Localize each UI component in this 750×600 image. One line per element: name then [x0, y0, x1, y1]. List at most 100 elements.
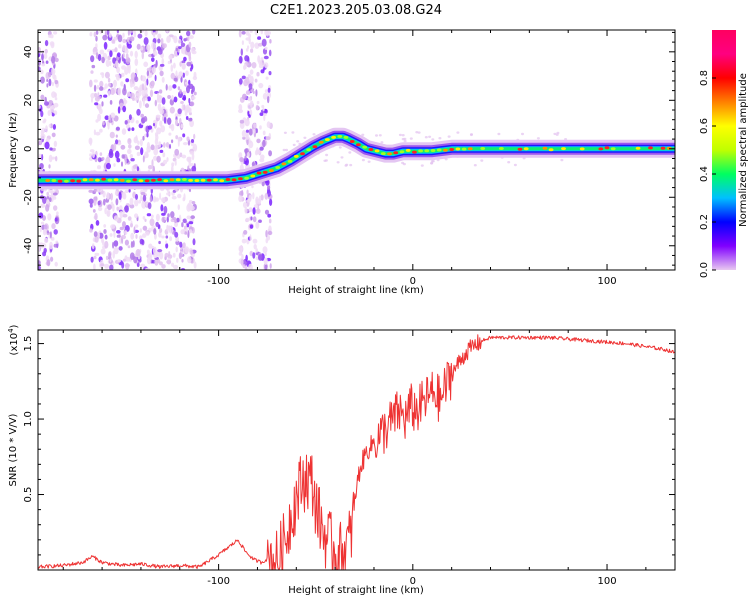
noise-speckle	[151, 57, 155, 62]
noise-speckle	[248, 128, 253, 136]
noise-speckle	[123, 98, 126, 103]
noise-speckle	[291, 131, 295, 134]
noise-speckle	[424, 136, 428, 139]
noise-speckle	[106, 211, 110, 217]
noise-speckle	[177, 74, 182, 79]
noise-speckle	[125, 78, 130, 83]
noise-speckle	[122, 87, 127, 96]
noise-speckle	[268, 49, 272, 57]
noise-speckle	[155, 213, 160, 222]
noise-speckle	[338, 146, 342, 149]
noise-speckle	[40, 221, 45, 225]
noise-speckle	[39, 139, 42, 146]
noise-speckle	[38, 265, 42, 270]
noise-speckle	[167, 117, 172, 125]
ridge-peak	[262, 170, 268, 174]
noise-speckle	[94, 236, 99, 243]
spectrogram-x-tick-label: 0	[410, 276, 416, 287]
noise-speckle	[110, 87, 115, 95]
noise-speckle	[250, 216, 253, 221]
ridge-peak	[325, 138, 330, 142]
figure-title: C2E1.2023.205.03.08.G24	[270, 3, 442, 18]
noise-speckle	[282, 148, 286, 152]
spectrogram-y-tick-label: 0	[23, 146, 34, 152]
noise-speckle	[45, 204, 50, 212]
noise-speckle	[128, 188, 131, 193]
noise-speckle	[564, 138, 568, 141]
noise-speckle	[177, 204, 180, 211]
noise-speckle	[177, 193, 182, 199]
noise-speckle	[50, 191, 53, 195]
noise-speckle	[122, 213, 128, 218]
noise-speckle	[116, 30, 119, 34]
noise-speckle	[90, 256, 94, 263]
ridge-peak	[256, 171, 262, 175]
noise-speckle	[256, 100, 260, 105]
noise-speckle	[152, 30, 156, 33]
noise-speckle	[189, 107, 192, 114]
ridge-peak	[188, 178, 194, 182]
noise-speckle	[89, 153, 93, 157]
noise-speckle	[141, 75, 146, 82]
ridge-peak	[561, 147, 566, 151]
ridge-peak	[306, 148, 312, 152]
noise-speckle	[247, 97, 252, 102]
noise-speckle	[159, 120, 163, 127]
noise-speckle	[169, 144, 171, 149]
noise-speckle	[165, 240, 168, 244]
noise-speckle	[94, 92, 98, 98]
noise-speckle	[161, 197, 166, 203]
noise-speckle	[89, 32, 93, 37]
noise-speckle	[367, 160, 371, 163]
ridge-peak	[132, 178, 138, 182]
noise-speckle	[166, 192, 171, 196]
noise-speckle	[173, 35, 178, 44]
noise-speckle	[262, 107, 265, 112]
noise-speckle	[142, 194, 147, 202]
noise-speckle	[136, 151, 141, 157]
noise-speckle	[106, 30, 110, 36]
noise-speckle	[109, 100, 113, 105]
noise-speckle	[398, 133, 402, 137]
ridge-peak	[387, 152, 392, 156]
ridge-peak	[443, 148, 448, 152]
ridge-peak	[269, 169, 274, 173]
noise-speckle	[447, 135, 451, 138]
noise-speckle	[171, 262, 175, 267]
noise-speckle	[121, 45, 127, 52]
noise-speckle	[121, 261, 125, 269]
noise-speckle	[93, 79, 98, 83]
noise-speckle	[158, 240, 161, 245]
ridge-peak	[393, 151, 399, 155]
noise-speckle	[249, 234, 252, 242]
spectrogram-x-tick-label: 100	[597, 276, 616, 287]
ridge-peak	[200, 178, 206, 182]
noise-speckle	[145, 231, 150, 236]
noise-speckle	[259, 146, 264, 151]
noise-speckle	[134, 213, 139, 219]
noise-speckle	[125, 53, 129, 60]
noise-speckle	[108, 251, 112, 260]
noise-speckle	[157, 103, 162, 111]
noise-speckle	[49, 147, 53, 151]
noise-speckle	[43, 53, 48, 60]
noise-speckle	[182, 94, 187, 101]
spectrogram-y-tick-label: -20	[23, 189, 34, 205]
noise-speckle	[246, 199, 251, 203]
noise-speckle	[108, 151, 114, 159]
noise-speckle	[109, 233, 113, 237]
noise-speckle	[103, 229, 107, 234]
noise-speckle	[120, 81, 124, 87]
noise-speckle	[159, 251, 164, 260]
ridge-peak	[449, 148, 455, 151]
noise-speckle	[137, 33, 143, 39]
noise-speckle	[239, 157, 245, 163]
noise-speckle	[104, 207, 107, 215]
noise-speckle	[116, 73, 120, 81]
noise-speckle	[248, 74, 251, 78]
noise-speckle	[130, 30, 134, 33]
noise-speckle	[124, 239, 129, 246]
noise-speckle	[103, 198, 106, 206]
noise-speckle	[52, 124, 57, 130]
noise-speckle	[102, 34, 108, 41]
